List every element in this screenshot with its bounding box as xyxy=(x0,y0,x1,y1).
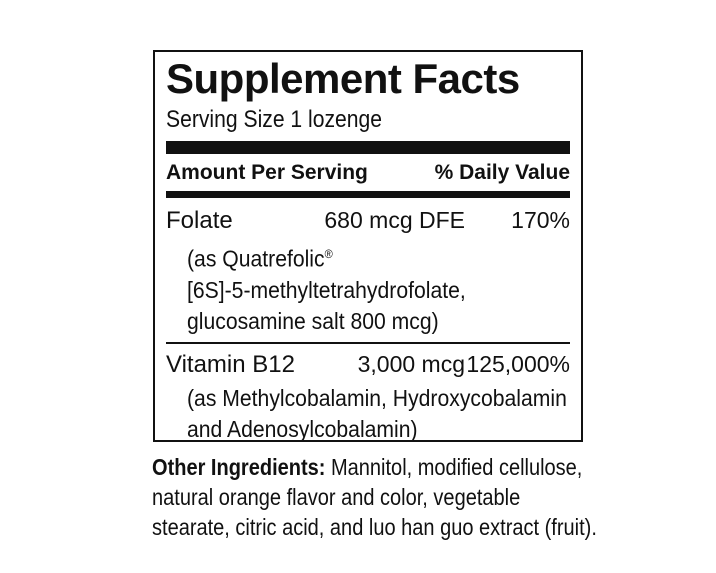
serving-size: Serving Size 1 lozenge xyxy=(166,105,383,133)
nutrient-daily-value: 125,000% xyxy=(466,350,570,377)
nutrient-row-folate: Folate 680 mcg DFE 170% xyxy=(166,207,570,236)
detail-line: glucosamine salt 800 mcg) xyxy=(187,307,439,334)
nutrient-name: Vitamin B12 xyxy=(166,350,295,378)
divider-medium-bar xyxy=(166,191,570,199)
detail-line: and Adenosylcobalamin) xyxy=(187,415,418,442)
daily-value-header: % Daily Value xyxy=(434,161,570,185)
detail-line: (as Quatrefolic® xyxy=(187,239,539,275)
detail-line: (as Methylcobalamin, Hydroxycobalamin xyxy=(187,384,567,411)
other-ingredients-line: natural orange flavor and color, vegetab… xyxy=(152,484,521,510)
nutrient-detail-folate: (as Quatrefolic® [6S]-5-methyltetrahydro… xyxy=(166,239,570,337)
amount-per-serving-header: Amount Per Serving xyxy=(166,161,368,185)
nutrient-detail-vitamin-b12: (as Methylcobalamin, Hydroxycobalamin an… xyxy=(166,383,570,442)
other-ingredients-text: Mannitol, modified cellulose, xyxy=(325,454,583,480)
divider-thin-rule xyxy=(166,341,570,344)
nutrient-amount: 680 mcg DFE xyxy=(324,207,465,234)
nutrient-name: Folate xyxy=(166,207,233,235)
other-ingredients-line: Other Ingredients: Mannitol, modified ce… xyxy=(152,452,639,482)
registered-trademark-symbol: ® xyxy=(324,247,333,262)
column-header-row: Amount Per Serving % Daily Value xyxy=(166,161,570,185)
panel-title: Supplement Facts xyxy=(166,55,520,102)
detail-line: [6S]-5-methyltetrahydrofolate, xyxy=(187,276,466,303)
other-ingredients-label: Other Ingredients: xyxy=(152,454,326,480)
divider-thick-bar xyxy=(166,141,570,155)
other-ingredients: Other Ingredients: Mannitol, modified ce… xyxy=(152,452,712,542)
supplement-facts-panel: Supplement Facts Serving Size 1 lozenge … xyxy=(153,50,583,442)
nutrient-daily-value: 170% xyxy=(511,207,570,234)
detail-text: (as Quatrefolic xyxy=(187,245,325,272)
other-ingredients-line: stearate, citric acid, and luo han guo e… xyxy=(152,514,597,540)
nutrient-amount: 3,000 mcg xyxy=(357,350,465,377)
nutrient-row-vitamin-b12: Vitamin B12 3,000 mcg 125,000% xyxy=(166,351,570,380)
